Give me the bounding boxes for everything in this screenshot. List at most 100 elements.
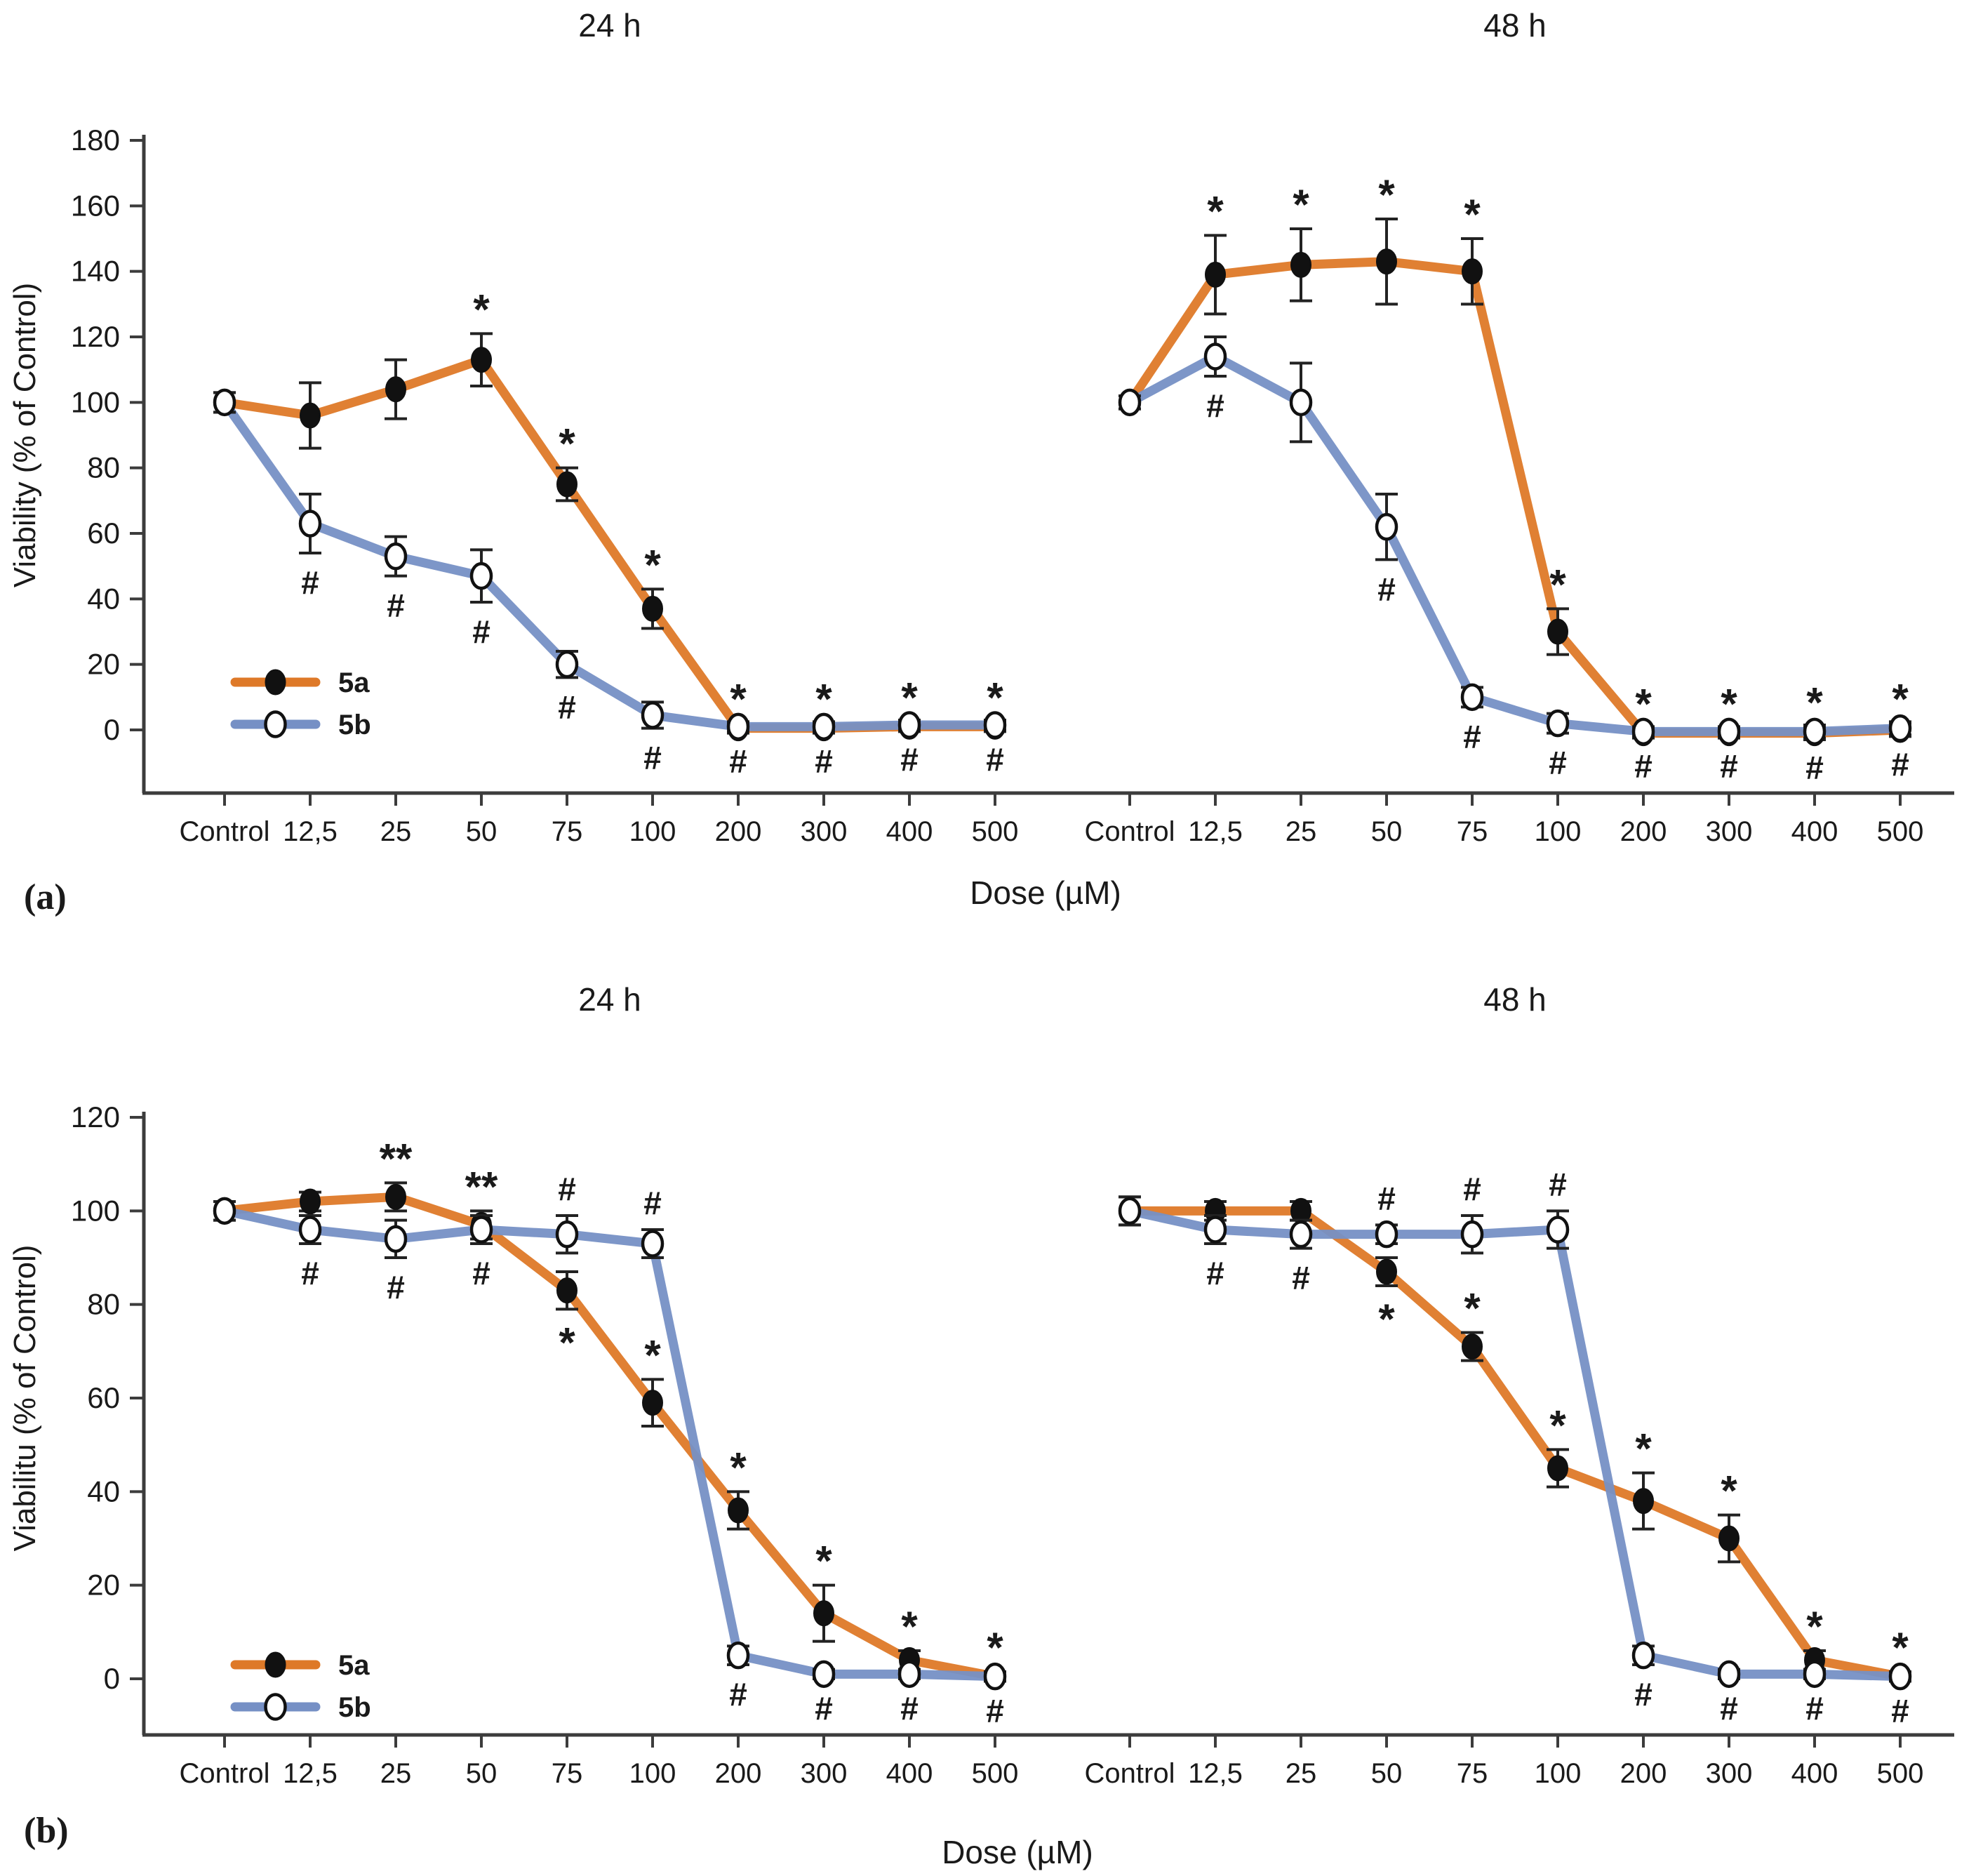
data-point-marker	[1546, 709, 1570, 738]
data-point-marker	[641, 1230, 665, 1258]
series-line-5a	[220, 1192, 1000, 1682]
x-axis-tick-label: 200	[715, 816, 762, 847]
data-point-marker	[300, 1188, 321, 1215]
significance-marker: **	[465, 1163, 498, 1210]
y-axis-tick-label: 80	[87, 451, 120, 484]
data-point-marker	[555, 1220, 579, 1249]
legend-label-5a: 5a	[338, 1650, 370, 1681]
significance-marker: *	[1464, 191, 1481, 238]
data-point-marker	[213, 388, 236, 417]
data-point-marker	[1290, 251, 1311, 278]
data-point-marker	[1376, 1258, 1397, 1285]
significance-marker: #	[1377, 1180, 1396, 1216]
data-point-marker	[1375, 512, 1398, 541]
data-point-marker	[1718, 1525, 1740, 1552]
subplot-48h: 48 h Control 12,5 25 50 75 100 200 300 400 500 * * * *…	[1085, 981, 1924, 1789]
data-point-marker	[298, 510, 322, 538]
significance-marker: *	[1549, 1402, 1566, 1449]
significance-marker: *	[1721, 1468, 1737, 1515]
data-point-marker	[1803, 717, 1827, 746]
x-axis-tick-label: Control	[180, 816, 270, 847]
series-line-5b	[220, 1206, 1000, 1682]
significance-marker: #	[986, 741, 1004, 778]
x-axis-tick-label: 100	[1535, 816, 1582, 847]
data-point-marker	[1460, 1220, 1484, 1249]
y-axis-tick-label: 100	[71, 1194, 120, 1227]
y-axis-tick-label: 120	[71, 320, 120, 353]
significance-marker: #	[558, 688, 576, 725]
y-axis-tick-label: 180	[71, 124, 120, 157]
subplot-title: 24 h	[578, 981, 641, 1018]
data-point-marker	[1376, 248, 1397, 275]
x-axis-tick-label: 50	[1371, 816, 1403, 847]
x-axis-tick-label: 100	[629, 1758, 676, 1789]
data-point-marker	[1547, 618, 1568, 645]
significance-marker: *	[1293, 181, 1309, 228]
x-axis-tick-label: 500	[1877, 1758, 1924, 1789]
significance-marker: #	[1549, 745, 1567, 781]
x-axis-title: Dose (µM)	[942, 1834, 1093, 1870]
x-axis-tick-label: 75	[552, 816, 583, 847]
significance-marker: #	[1377, 571, 1396, 607]
y-axis-tick-label: 80	[87, 1288, 120, 1321]
y-axis-tick-label: 40	[87, 1475, 120, 1508]
significance-marker: *	[1207, 187, 1224, 234]
series-line-5b	[220, 397, 1000, 731]
data-point-marker	[642, 1390, 663, 1416]
significance-marker: #	[387, 1269, 405, 1305]
significance-marker: *	[1635, 1425, 1652, 1472]
x-axis-tick-label: Control	[180, 1758, 270, 1789]
data-point-marker	[812, 712, 836, 741]
data-point-marker	[726, 712, 750, 741]
legend-label-5b: 5b	[338, 1692, 371, 1723]
data-point-marker	[385, 1183, 406, 1210]
x-axis-tick-label: 25	[1286, 1758, 1317, 1789]
data-point-marker	[726, 1641, 750, 1670]
subplot-title: 24 h	[578, 7, 641, 44]
data-point-marker	[1462, 258, 1483, 285]
x-axis-title: Dose (µM)	[970, 874, 1121, 911]
x-axis-tick-label: 25	[380, 816, 412, 847]
y-axis-tick-label: 60	[87, 1381, 120, 1414]
data-point-marker	[1633, 1488, 1654, 1515]
data-point-marker	[1205, 261, 1226, 288]
significance-marker: #	[1634, 747, 1652, 784]
data-point-marker	[1546, 1216, 1570, 1244]
significance-marker: *	[473, 286, 490, 333]
significance-marker: *	[730, 1444, 747, 1491]
significance-marker: #	[387, 587, 405, 624]
x-axis-tick-label: 50	[466, 1758, 498, 1789]
x-axis-tick-label: 400	[886, 816, 933, 847]
data-point-marker	[265, 1651, 286, 1678]
y-axis-tick-label: 100	[71, 385, 120, 418]
series-line-5a	[1125, 257, 1905, 738]
significance-marker: #	[558, 1171, 576, 1207]
data-point-marker	[265, 669, 286, 696]
data-point-marker	[556, 471, 577, 498]
data-point-marker	[469, 561, 493, 590]
x-axis-tick-label: 75	[1457, 816, 1488, 847]
panel-a: 0 20 40 60 80 100 120 140 160 180 Viability (% of …	[8, 7, 1954, 917]
legend-label-5b: 5b	[338, 710, 371, 740]
x-axis-tick-label: Control	[1085, 816, 1175, 847]
data-point-marker	[1375, 1220, 1398, 1249]
significance-marker: #	[815, 743, 833, 779]
x-axis-tick-label: 200	[1620, 1758, 1667, 1789]
significance-marker: **	[380, 1135, 413, 1182]
x-axis-tick-label: 300	[1706, 816, 1753, 847]
x-axis-tick-label: 300	[801, 816, 848, 847]
data-point-marker	[1631, 1641, 1655, 1670]
significance-marker: #	[472, 613, 490, 650]
data-point-marker	[812, 1660, 836, 1689]
significance-marker: #	[1292, 1260, 1310, 1296]
series-line-5b	[1125, 352, 1905, 736]
x-axis-tick-label: 100	[1535, 1758, 1582, 1789]
x-axis-tick-label: 300	[1706, 1758, 1753, 1789]
data-point-marker	[1462, 1333, 1483, 1360]
data-point-marker	[300, 402, 321, 429]
y-axis-tick-label: 40	[87, 582, 120, 615]
significance-marker: #	[1634, 1676, 1652, 1712]
data-point-marker	[1118, 388, 1142, 417]
